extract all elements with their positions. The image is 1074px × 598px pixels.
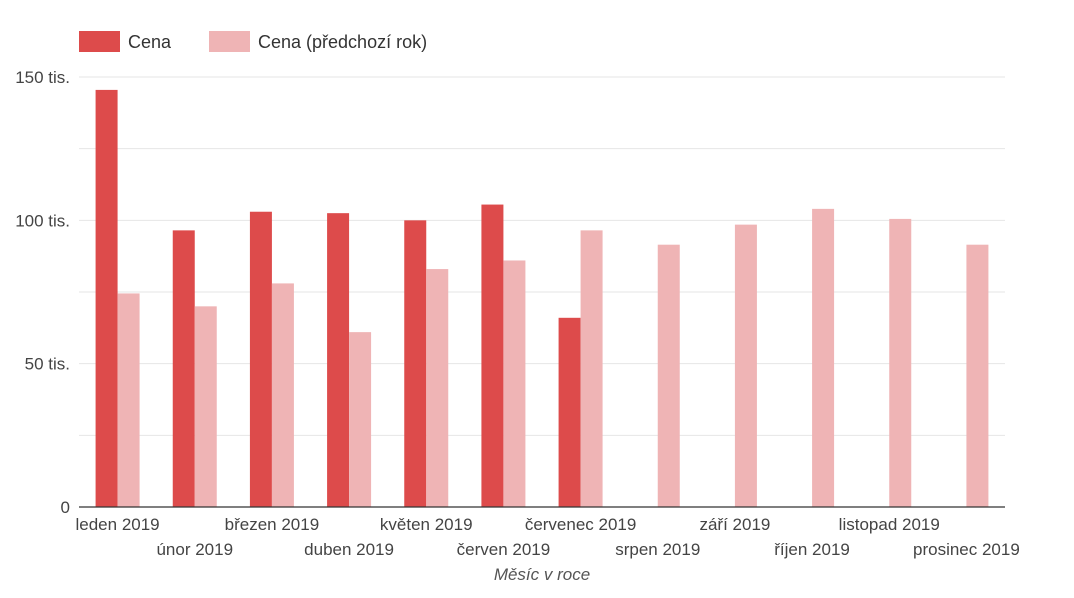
y-tick-label: 0 — [61, 498, 70, 517]
bar-cena-predchozi-rok — [194, 306, 217, 507]
bar-cena-predchozi-rok — [117, 293, 140, 507]
bar-cena-predchozi-rok — [426, 269, 449, 507]
bar-cena — [558, 317, 581, 507]
x-tick-label: srpen 2019 — [615, 540, 700, 559]
x-axis-title: Měsíc v roce — [494, 565, 590, 584]
x-axis-ticks: leden 2019 únor 2019 březen 2019 duben 2019… — [76, 515, 1020, 559]
x-tick-label: říjen 2019 — [774, 540, 850, 559]
y-tick-label: 100 tis. — [15, 211, 70, 230]
bar-cena-predchozi-rok — [503, 260, 526, 507]
y-axis-ticks: 0 50 tis. 100 tis. 150 tis. — [15, 68, 70, 517]
bar-cena — [249, 211, 272, 507]
bar-cena — [172, 230, 195, 507]
legend-swatch-cena — [79, 31, 120, 52]
bar-cena-predchozi-rok — [889, 218, 912, 507]
bars — [95, 89, 989, 508]
bar-cena — [481, 204, 504, 508]
bar-cena-predchozi-rok — [657, 244, 680, 507]
bar-cena-predchozi-rok — [734, 224, 757, 507]
bar-cena-predchozi-rok — [580, 230, 603, 507]
x-tick-label: březen 2019 — [225, 515, 320, 534]
x-tick-label: červenec 2019 — [525, 515, 637, 534]
x-tick-label: květen 2019 — [380, 515, 473, 534]
bar-cena — [95, 89, 118, 508]
y-tick-label: 150 tis. — [15, 68, 70, 87]
x-tick-label: prosinec 2019 — [913, 540, 1020, 559]
legend-label-cena: Cena — [128, 32, 172, 52]
bar-cena-predchozi-rok — [812, 208, 835, 507]
x-tick-label: listopad 2019 — [839, 515, 940, 534]
y-tick-label: 50 tis. — [25, 355, 70, 374]
x-tick-label: červen 2019 — [457, 540, 551, 559]
bar-cena-predchozi-rok — [966, 244, 989, 507]
legend: Cena Cena (předchozí rok) — [79, 31, 427, 52]
legend-label-cena-predchozi-rok: Cena (předchozí rok) — [258, 32, 427, 52]
x-tick-label: únor 2019 — [156, 540, 233, 559]
x-tick-label: leden 2019 — [76, 515, 160, 534]
gridlines — [79, 76, 1005, 436]
legend-swatch-cena-predchozi-rok — [209, 31, 250, 52]
x-tick-label: duben 2019 — [304, 540, 394, 559]
bar-cena-predchozi-rok — [271, 283, 294, 507]
bar-cena — [404, 220, 427, 508]
x-tick-label: září 2019 — [699, 515, 770, 534]
bar-cena — [327, 213, 350, 507]
bar-cena-predchozi-rok — [349, 332, 372, 507]
